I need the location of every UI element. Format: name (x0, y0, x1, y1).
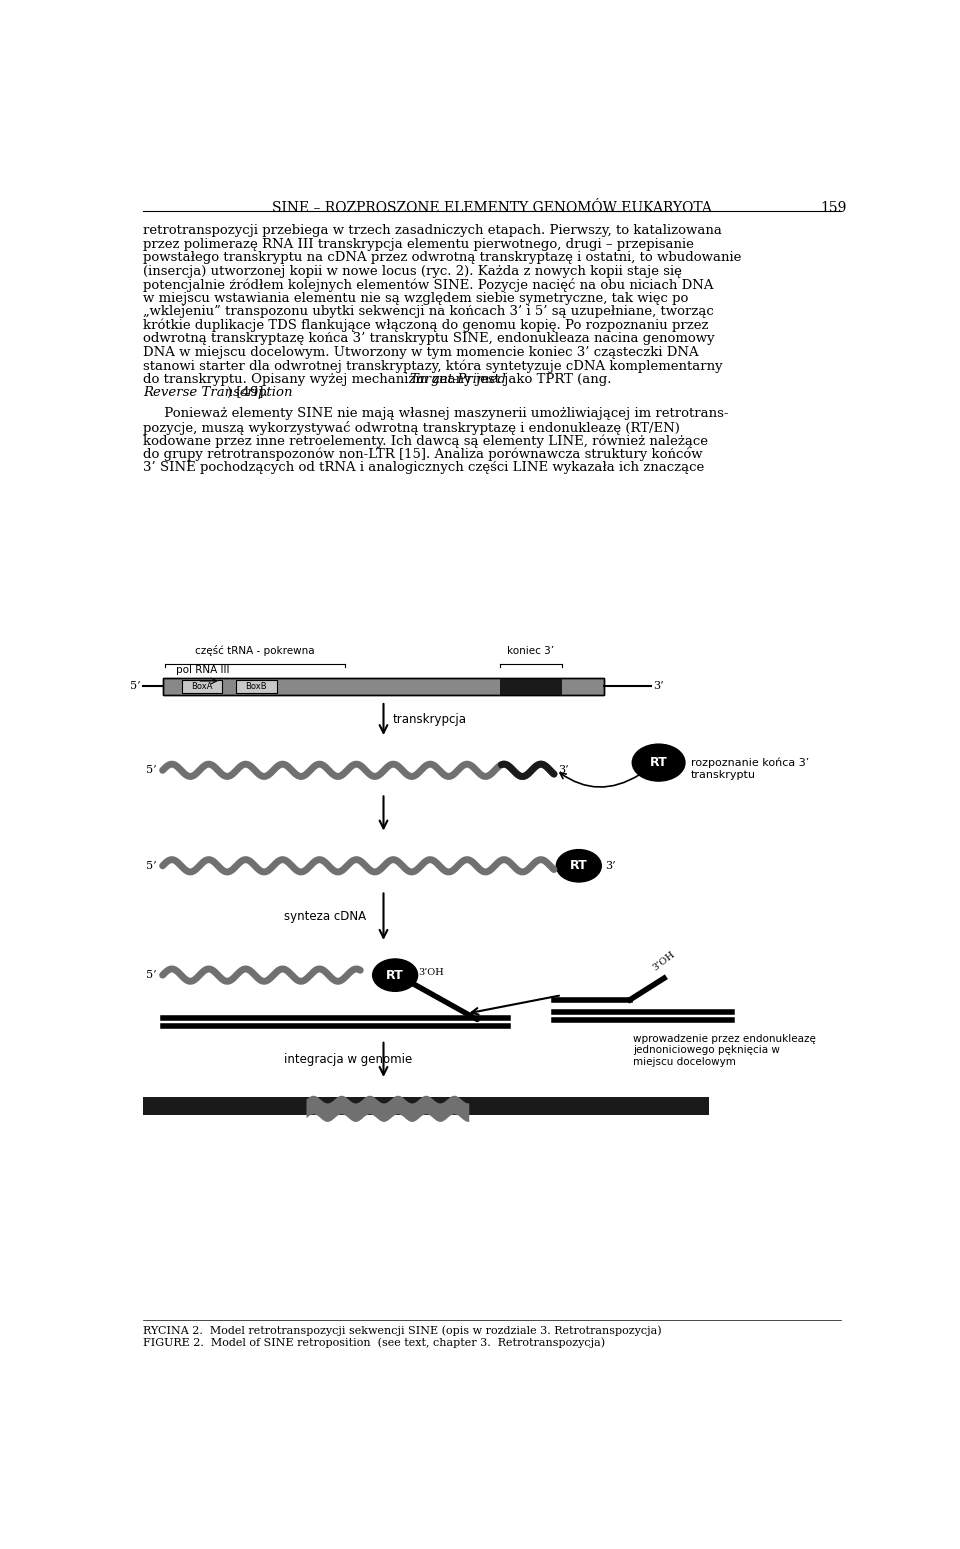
Text: RT: RT (386, 968, 404, 982)
Text: przez polimerazę RNA III transkrypcja elementu pierwotnego, drugi – przepisanie: przez polimerazę RNA III transkrypcja el… (143, 239, 694, 251)
Text: SINE – ROZPROSZONE ELEMENTY GENOMÓW EUKARYOTA: SINE – ROZPROSZONE ELEMENTY GENOMÓW EUKA… (272, 201, 712, 215)
Text: Target-Primed: Target-Primed (409, 373, 506, 386)
Text: wprowadzenie przez endonukleazę
jednoniciowego pęknięcia w
miejscu docelowym: wprowadzenie przez endonukleazę jednonic… (633, 1033, 816, 1067)
Ellipse shape (557, 849, 601, 881)
Text: pol RNA III: pol RNA III (176, 665, 229, 675)
Text: powstałego transkryptu na cDNA przez odwrotną transkryptazę i ostatni, to wbudow: powstałego transkryptu na cDNA przez odw… (143, 251, 742, 265)
Text: odwrotną transkryptazę końca 3’ transkryptu SINE, endonukleaza nacina genomowy: odwrotną transkryptazę końca 3’ transkry… (143, 331, 715, 345)
Text: 5’: 5’ (146, 765, 156, 776)
Text: krótkie duplikacje TDS flankujące włączoną do genomu kopię. Po rozpoznaniu przez: krótkie duplikacje TDS flankujące włączo… (143, 319, 708, 331)
Text: RT: RT (570, 860, 588, 872)
Bar (143, 1097, 709, 1115)
Text: FIGURE 2.  Model of SINE retroposition  (see text, chapter 3.  Retrotranspozycja: FIGURE 2. Model of SINE retroposition (s… (143, 1338, 606, 1348)
Text: pozycje, muszą wykorzystywać odwrotną transkryptazę i endonukleazę (RT/EN): pozycje, muszą wykorzystywać odwrotną tr… (143, 421, 680, 435)
Text: w miejscu wstawiania elementu nie są względem siebie symetryczne, tak więc po: w miejscu wstawiania elementu nie są wzg… (143, 291, 688, 305)
Text: synteza cDNA: synteza cDNA (284, 911, 367, 923)
Text: 5’: 5’ (146, 861, 156, 871)
Text: kodowane przez inne retroelementy. Ich dawcą są elementy LINE, również należące: kodowane przez inne retroelementy. Ich d… (143, 434, 708, 448)
Text: RT: RT (650, 756, 667, 770)
Bar (162, 678, 605, 696)
Text: 3’OH: 3’OH (651, 950, 677, 973)
Text: 159: 159 (821, 201, 847, 215)
Text: potencjalnie źródłem kolejnych elementów SINE. Pozycje nacięć na obu niciach DNA: potencjalnie źródłem kolejnych elementów… (143, 279, 713, 293)
Text: transkrypcja: transkrypcja (393, 713, 467, 726)
Text: Ponieważ elementy SINE nie mają własnej maszynerii umożliwiającej im retrotrans-: Ponieważ elementy SINE nie mają własnej … (143, 407, 729, 420)
Text: (insercja) utworzonej kopii w nowe locus (ryc. 2). Każda z nowych kopii staje si: (insercja) utworzonej kopii w nowe locus… (143, 265, 683, 277)
Text: 3’: 3’ (653, 682, 663, 691)
Ellipse shape (372, 959, 418, 991)
Text: do transkryptu. Opisany wyżej mechanizm znany jest jako TPRT (ang.: do transkryptu. Opisany wyżej mechanizm … (143, 373, 616, 386)
Text: integracja w genomie: integracja w genomie (284, 1053, 413, 1066)
Ellipse shape (633, 744, 685, 781)
Bar (500, 678, 562, 696)
Text: część tRNA - pokrewna: część tRNA - pokrewna (195, 646, 315, 657)
Bar (236, 680, 276, 692)
Text: BoxA: BoxA (191, 682, 213, 691)
Text: BoxB: BoxB (246, 682, 267, 691)
Text: 3’OH: 3’OH (419, 968, 444, 976)
Text: 3’: 3’ (558, 765, 568, 776)
Text: do grupy retrotranspozonów non-LTR [15]. Analiza porównawcza struktury końców: do grupy retrotranspozonów non-LTR [15].… (143, 448, 703, 462)
Text: 5’: 5’ (146, 970, 156, 981)
Text: 3’ SINE pochodzących od tRNA i analogicznych części LINE wykazała ich znaczące: 3’ SINE pochodzących od tRNA i analogicz… (143, 462, 705, 474)
Text: RYCINA 2.  Model retrotranspozycji sekwencji SINE (opis w rozdziale 3. Retrotran: RYCINA 2. Model retrotranspozycji sekwen… (143, 1326, 661, 1337)
Text: DNA w miejscu docelowym. Utworzony w tym momencie koniec 3’ cząsteczki DNA: DNA w miejscu docelowym. Utworzony w tym… (143, 345, 699, 359)
Text: „wklejeniu” transpozonu ubytki sekwencji na końcach 3’ i 5’ są uzupełniane, twor: „wklejeniu” transpozonu ubytki sekwencji… (143, 305, 714, 318)
Text: Reverse Transcription: Reverse Transcription (143, 386, 293, 400)
Text: 3’: 3’ (605, 861, 615, 871)
Text: retrotranspozycji przebiega w trzech zasadniczych etapach. Pierwszy, to katalizo: retrotranspozycji przebiega w trzech zas… (143, 225, 722, 237)
Bar (162, 678, 605, 696)
Text: stanowi starter dla odwrotnej transkryptazy, która syntetyzuje cDNA komplementar: stanowi starter dla odwrotnej transkrypt… (143, 359, 723, 373)
Text: koniec 3’: koniec 3’ (507, 646, 554, 657)
Text: ) [49].: ) [49]. (227, 386, 267, 400)
Text: rozpoznanie końca 3’
transkryptu: rozpoznanie końca 3’ transkryptu (691, 757, 809, 779)
Bar (182, 680, 223, 692)
Text: 5’: 5’ (131, 682, 141, 691)
